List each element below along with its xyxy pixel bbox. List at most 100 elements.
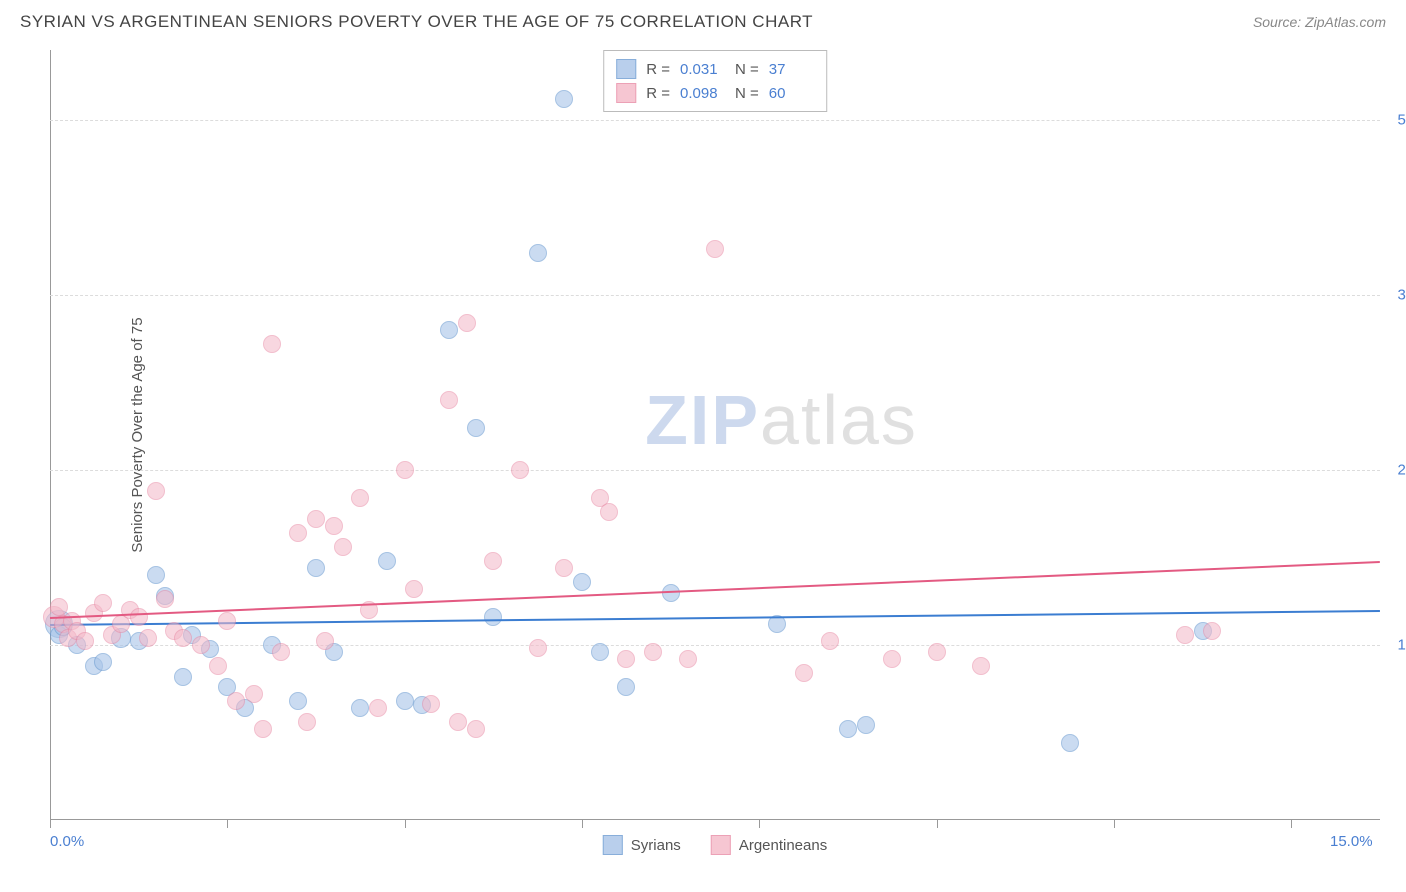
scatter-point xyxy=(440,321,458,339)
legend-item: Syrians xyxy=(603,835,681,855)
x-tick xyxy=(405,820,406,828)
scatter-point xyxy=(662,584,680,602)
correlation-legend: R =0.031N =37R =0.098N =60 xyxy=(603,50,827,112)
scatter-point xyxy=(263,335,281,353)
y-tick-label: 50.0% xyxy=(1397,112,1406,129)
scatter-point xyxy=(76,632,94,650)
scatter-point xyxy=(334,538,352,556)
scatter-point xyxy=(289,692,307,710)
x-tick xyxy=(759,820,760,828)
x-tick-label: 15.0% xyxy=(1330,833,1373,850)
y-axis-line xyxy=(50,50,51,820)
scatter-point xyxy=(307,510,325,528)
x-tick xyxy=(1291,820,1292,828)
scatter-point xyxy=(174,629,192,647)
scatter-point xyxy=(245,685,263,703)
scatter-point xyxy=(351,699,369,717)
x-tick xyxy=(50,820,51,828)
scatter-point xyxy=(94,594,112,612)
scatter-point xyxy=(972,657,990,675)
y-tick-label: 12.5% xyxy=(1397,637,1406,654)
scatter-point xyxy=(617,650,635,668)
scatter-point xyxy=(839,720,857,738)
scatter-point xyxy=(298,713,316,731)
scatter-point xyxy=(351,489,369,507)
scatter-point xyxy=(529,639,547,657)
r-label: R = xyxy=(646,61,670,78)
scatter-point xyxy=(254,720,272,738)
chart-title: SYRIAN VS ARGENTINEAN SENIORS POVERTY OV… xyxy=(20,12,813,32)
scatter-point xyxy=(396,692,414,710)
scatter-point xyxy=(1176,626,1194,644)
scatter-point xyxy=(821,632,839,650)
scatter-point xyxy=(484,552,502,570)
scatter-point xyxy=(130,608,148,626)
scatter-point xyxy=(467,419,485,437)
n-value: 60 xyxy=(769,85,814,102)
scatter-point xyxy=(316,632,334,650)
n-label: N = xyxy=(735,61,759,78)
r-value: 0.031 xyxy=(680,61,725,78)
scatter-point xyxy=(227,692,245,710)
scatter-point xyxy=(147,482,165,500)
scatter-plot: 12.5%25.0%37.5%50.0%0.0%15.0% xyxy=(50,50,1380,820)
gridline xyxy=(50,120,1380,121)
scatter-point xyxy=(422,695,440,713)
scatter-point xyxy=(147,566,165,584)
scatter-point xyxy=(192,636,210,654)
gridline xyxy=(50,470,1380,471)
scatter-point xyxy=(555,559,573,577)
gridline xyxy=(50,645,1380,646)
scatter-point xyxy=(369,699,387,717)
legend-swatch xyxy=(616,59,636,79)
y-tick-label: 37.5% xyxy=(1397,287,1406,304)
chart-area: Seniors Poverty Over the Age of 75 12.5%… xyxy=(50,50,1380,820)
legend-label: Syrians xyxy=(631,837,681,854)
chart-container: SYRIAN VS ARGENTINEAN SENIORS POVERTY OV… xyxy=(0,0,1406,892)
scatter-point xyxy=(378,552,396,570)
scatter-point xyxy=(511,461,529,479)
scatter-point xyxy=(209,657,227,675)
scatter-point xyxy=(591,643,609,661)
scatter-point xyxy=(405,580,423,598)
scatter-point xyxy=(1061,734,1079,752)
x-tick xyxy=(227,820,228,828)
scatter-point xyxy=(928,643,946,661)
legend-item: Argentineans xyxy=(711,835,827,855)
scatter-point xyxy=(644,643,662,661)
scatter-point xyxy=(174,668,192,686)
r-value: 0.098 xyxy=(680,85,725,102)
legend-swatch xyxy=(603,835,623,855)
header: SYRIAN VS ARGENTINEAN SENIORS POVERTY OV… xyxy=(0,0,1406,40)
scatter-point xyxy=(458,314,476,332)
scatter-point xyxy=(555,90,573,108)
scatter-point xyxy=(617,678,635,696)
scatter-point xyxy=(156,590,174,608)
scatter-point xyxy=(325,517,343,535)
x-tick xyxy=(1114,820,1115,828)
scatter-point xyxy=(440,391,458,409)
scatter-point xyxy=(218,612,236,630)
y-tick-label: 25.0% xyxy=(1397,462,1406,479)
scatter-point xyxy=(529,244,547,262)
x-axis-line xyxy=(50,819,1380,820)
gridline xyxy=(50,295,1380,296)
scatter-point xyxy=(1203,622,1221,640)
scatter-point xyxy=(139,629,157,647)
scatter-point xyxy=(94,653,112,671)
scatter-point xyxy=(795,664,813,682)
x-tick xyxy=(582,820,583,828)
legend-swatch xyxy=(711,835,731,855)
scatter-point xyxy=(706,240,724,258)
r-label: R = xyxy=(646,85,670,102)
series-legend: Syrians Argentineans xyxy=(603,835,827,855)
n-value: 37 xyxy=(769,61,814,78)
legend-label: Argentineans xyxy=(739,837,827,854)
trend-line xyxy=(50,561,1380,619)
legend-row: R =0.098N =60 xyxy=(616,81,814,105)
legend-row: R = 0.031 N = 37 xyxy=(616,57,814,81)
scatter-point xyxy=(467,720,485,738)
scatter-point xyxy=(272,643,290,661)
scatter-point xyxy=(883,650,901,668)
scatter-point xyxy=(289,524,307,542)
